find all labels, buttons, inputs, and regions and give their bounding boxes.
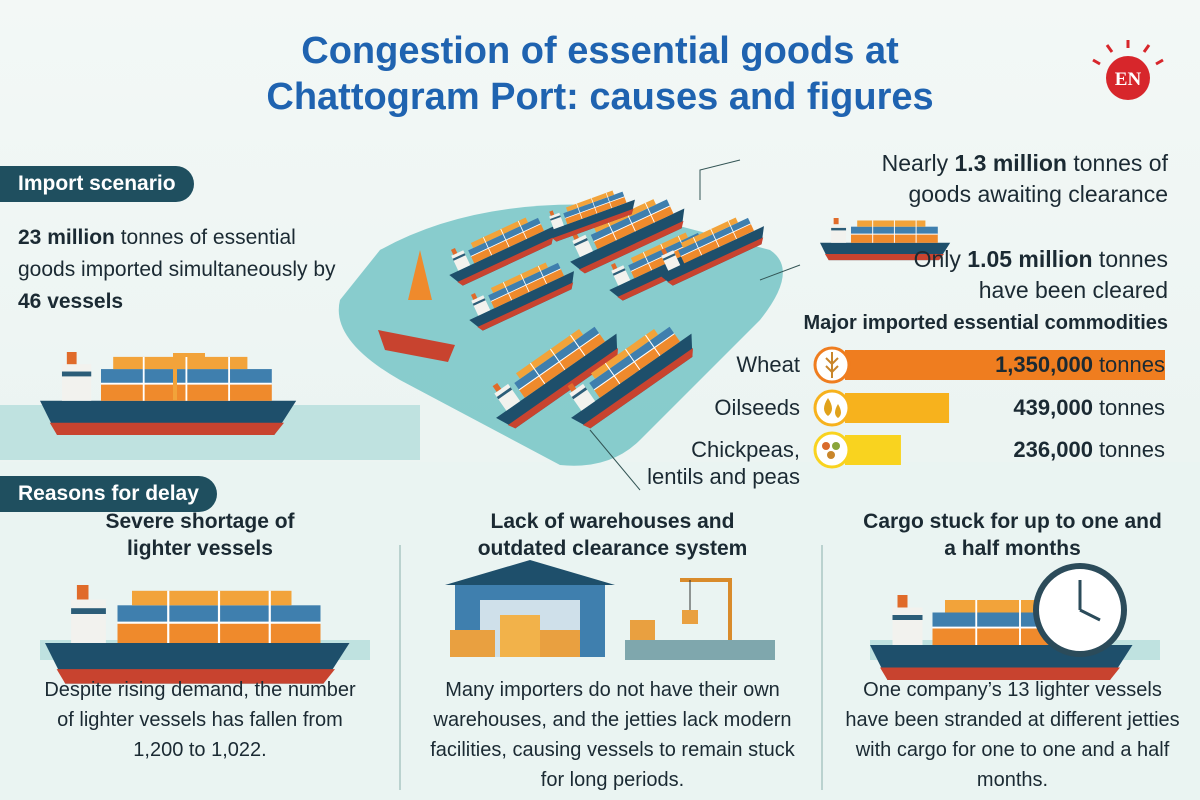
- section-label: Reasons for delay: [0, 476, 217, 512]
- text-run: 46 vessels: [18, 290, 124, 313]
- value-unit: tonnes: [1098, 352, 1165, 377]
- logo-badge: [1106, 56, 1150, 100]
- bar: [845, 435, 901, 465]
- text-run: 1.05 million: [967, 246, 1093, 272]
- text-run: tonnes have been cleared: [978, 246, 1168, 303]
- bar: [845, 393, 950, 423]
- value-label: 439,000 tonnes: [860, 395, 1165, 421]
- reason-title: Severe shortage of lighter vessels: [105, 510, 295, 560]
- text-run: tonnes of essential goods imported simul…: [18, 226, 336, 281]
- value-number: 1,350,000: [995, 352, 1093, 377]
- text-run: Nearly: [881, 150, 955, 176]
- value-unit: tonnes: [1098, 437, 1165, 462]
- commodities-title: Major imported essential commodities: [803, 312, 1168, 334]
- reason-title: Lack of warehouses and outdated clearanc…: [477, 510, 748, 560]
- value-number: 236,000: [1013, 437, 1093, 462]
- commodity-name: Oilseeds: [714, 395, 800, 420]
- value-label: 236,000 tonnes: [860, 437, 1165, 463]
- reason-text: Many importers do not have their own war…: [430, 679, 795, 791]
- import-text: 23 million tonnes of essential goods imp…: [18, 222, 358, 318]
- reason-text: Despite rising demand, the number of lig…: [44, 679, 356, 761]
- reason-title: Cargo stuck for up to one and a half mon…: [863, 510, 1162, 560]
- awaiting-text: Nearly 1.3 million tonnes of goods await…: [840, 148, 1168, 210]
- value-number: 439,000: [1013, 395, 1093, 420]
- text-run: Only: [913, 246, 968, 272]
- text-run: tonnes of goods awaiting clearance: [908, 150, 1168, 207]
- text-run: 1.3 million: [954, 150, 1067, 176]
- title-line: Chattogram Port: causes and figures: [266, 76, 934, 118]
- commodity-name: Chickpeas, lentils and peas: [647, 437, 800, 489]
- logo-text: EN: [1115, 69, 1142, 90]
- bar: [845, 350, 1165, 380]
- value-unit: tonnes: [1098, 395, 1165, 420]
- value-label: 1,350,000 tonnes: [860, 352, 1165, 378]
- title-line: Congestion of essential goods at: [301, 30, 899, 72]
- commodity-name: Wheat: [736, 352, 800, 377]
- section-label: Import scenario: [0, 166, 194, 202]
- text-run: 23 million: [18, 226, 115, 249]
- cleared-text: Only 1.05 million tonnes have been clear…: [870, 244, 1168, 306]
- reason-text: One company’s 13 lighter vessels have be…: [845, 679, 1180, 791]
